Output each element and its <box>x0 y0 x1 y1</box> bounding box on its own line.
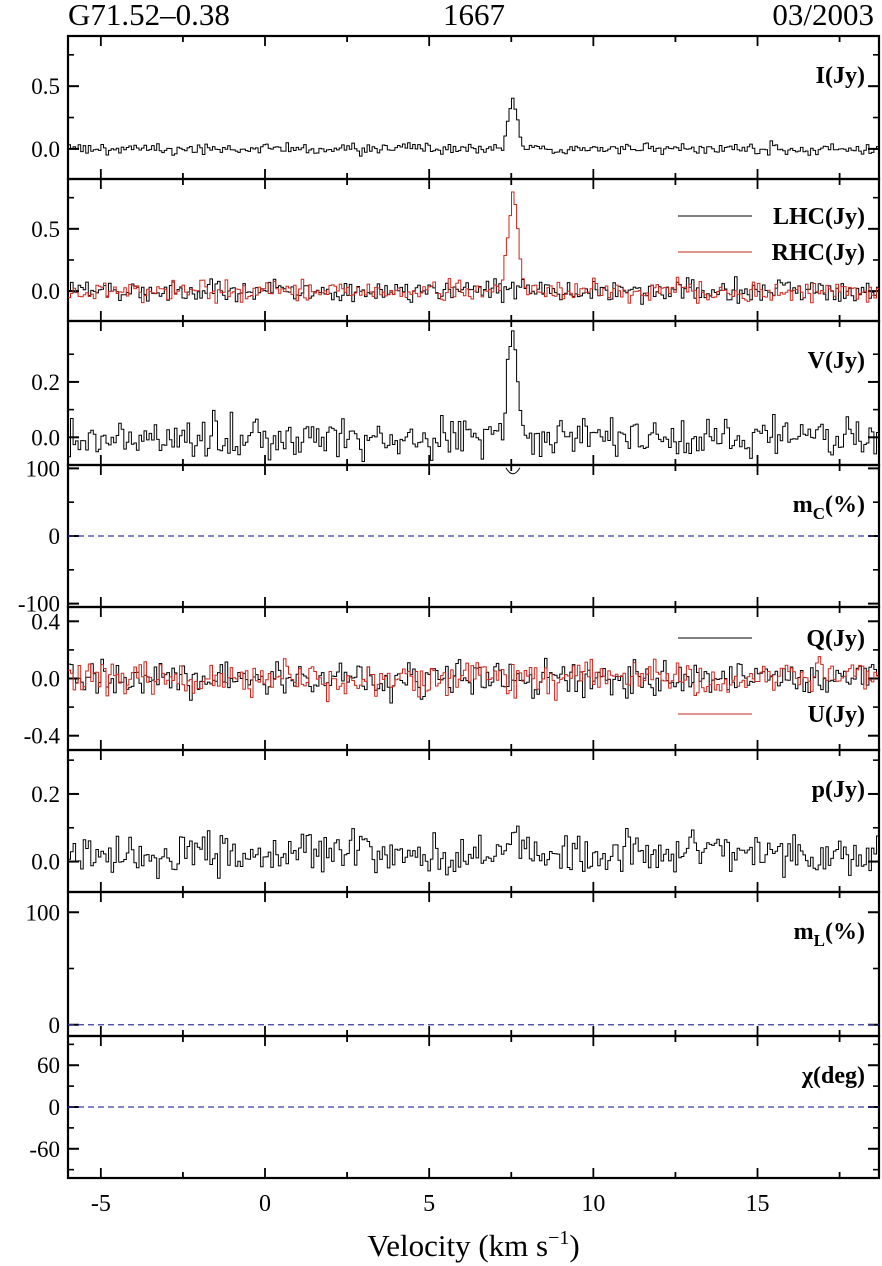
xtick-label: -5 <box>91 1191 111 1217</box>
legend-label: U(Jy) <box>808 702 865 728</box>
ytick-label: 60 <box>37 1053 60 1078</box>
series-lhcjy <box>68 276 879 305</box>
series-qjy <box>68 657 879 704</box>
panel-frame <box>66 890 881 1038</box>
panel-frame <box>66 177 881 323</box>
x-axis-label: Velocity (km s−1) <box>367 1227 579 1263</box>
ytick-label: 100 <box>26 456 61 481</box>
panel-circ: 0.0 0.5 LHC(Jy) RHC(Jy) <box>31 177 881 323</box>
panel-label-chi: χ(deg) <box>801 1063 865 1089</box>
ytick-label: 0 <box>49 524 61 549</box>
ytick-label: 0.0 <box>31 425 60 450</box>
panel-mL: 0 100 mL(%) <box>26 890 881 1038</box>
legend-label: RHC(Jy) <box>772 240 865 266</box>
ytick-label: 0.5 <box>31 74 60 99</box>
ytick-label: 0.0 <box>31 137 60 162</box>
ytick-label: -100 <box>18 592 60 617</box>
xtick-label: 5 <box>423 1191 435 1217</box>
series-ijy <box>68 97 879 157</box>
ytick-label: 0.2 <box>31 370 60 395</box>
ytick-label: 0.0 <box>31 667 60 692</box>
panel-label-mL: mL(%) <box>794 919 865 950</box>
panel-I: 0.0 0.5 I(Jy) <box>31 34 881 181</box>
panel-p: 0.0 0.2 p(Jy) <box>31 748 881 894</box>
ytick-label: 0.4 <box>31 609 60 634</box>
ytick-label: 0.5 <box>31 217 60 242</box>
panel-label-mc: mC(%) <box>793 492 865 523</box>
ytick-label: 100 <box>26 900 61 925</box>
panel-QU: -0.4 0.0 0.4 Q(Jy) U(Jy) <box>24 605 881 752</box>
series-pjy <box>68 825 879 879</box>
legend-label: Q(Jy) <box>806 626 865 652</box>
source-name: G71.52–0.38 <box>68 0 230 32</box>
series-vjy <box>68 330 879 462</box>
xtick-label: 15 <box>746 1191 770 1217</box>
xtick-label: 0 <box>259 1191 271 1217</box>
panel-label-V: V(Jy) <box>808 348 865 374</box>
panel-V: 0.0 0.2 V(Jy) <box>31 319 881 467</box>
ytick-label: -60 <box>29 1137 60 1162</box>
panel-label-I: I(Jy) <box>816 63 865 89</box>
mc-feature <box>505 467 521 475</box>
panel-mc: -100 0 100 mC(%) <box>18 456 881 617</box>
panel-frame <box>66 748 881 894</box>
epoch-label: 03/2003 <box>772 0 874 32</box>
panel-label-p: p(Jy) <box>812 777 865 803</box>
ytick-label: 0.2 <box>31 782 60 807</box>
ytick-label: 0 <box>49 1095 61 1120</box>
panel-frame <box>66 34 881 181</box>
legend-label: LHC(Jy) <box>773 204 865 230</box>
ytick-label: -0.4 <box>24 724 61 749</box>
frequency-label: 1667 <box>443 0 505 32</box>
ytick-label: 0.0 <box>31 850 60 875</box>
series-ujy <box>68 656 879 703</box>
ytick-label: 0 <box>49 1013 61 1038</box>
ytick-label: 0.0 <box>31 279 60 304</box>
series-rhcjy <box>68 191 879 304</box>
panel-chi: -60 0 60 χ(deg) <box>29 1034 881 1180</box>
xtick-label: 10 <box>581 1191 605 1217</box>
